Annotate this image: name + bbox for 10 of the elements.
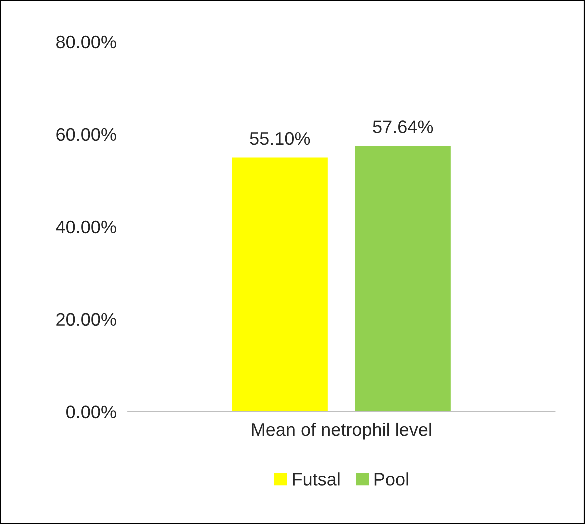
x-tick-label: Mean of netrophil level [252,422,432,440]
y-tick-label: 60.00% [56,128,116,142]
y-tick-label: 80.00% [56,36,116,49]
data-label: 55.10% [250,132,310,146]
data-label: 57.64% [373,120,434,134]
y-tick-label: 0.00% [66,406,116,419]
y-tick-label: 20.00% [56,313,116,326]
y-tick-label: 40.00% [56,220,116,234]
legend-label: Futsal [293,472,340,486]
legend-label: Pool [374,472,408,486]
